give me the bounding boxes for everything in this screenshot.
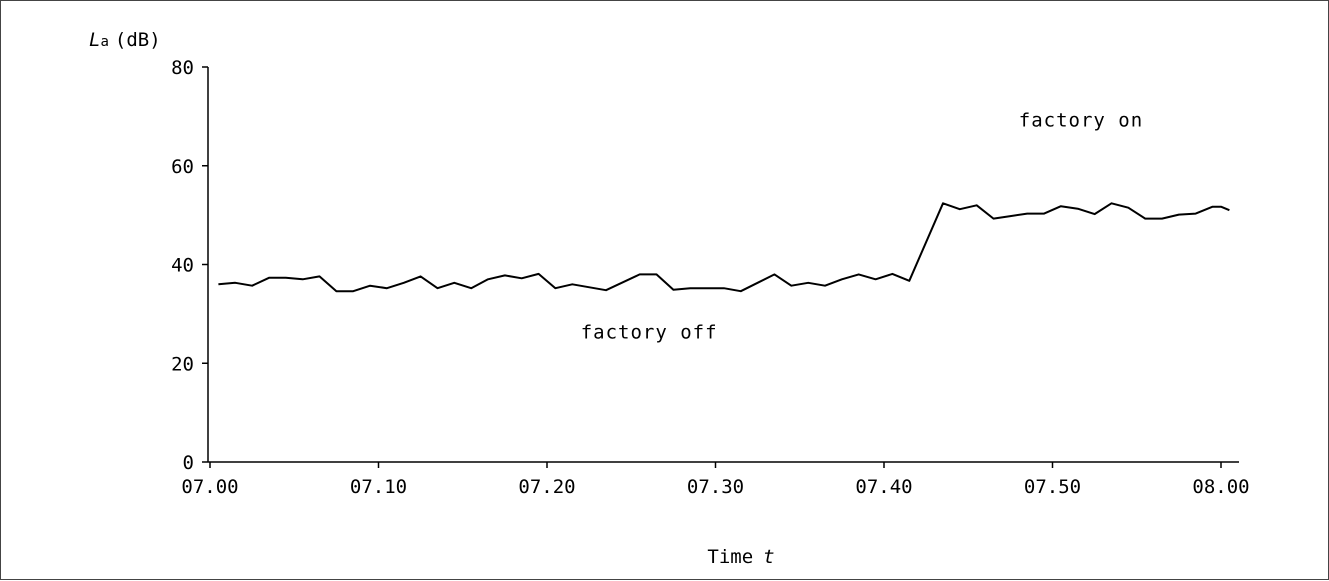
x-tick-label: 07.50	[1024, 476, 1081, 498]
x-tick-label: 07.10	[350, 476, 407, 498]
y-ticks: 0 20 40 60 80	[171, 57, 208, 474]
x-tick-label: 08.00	[1192, 476, 1249, 498]
y-axis-subscript: a	[100, 34, 108, 50]
y-tick-label: 60	[171, 156, 194, 178]
y-tick-label: 0	[183, 452, 194, 474]
x-axis-variable: t	[763, 546, 774, 568]
y-tick-label: 20	[171, 353, 194, 375]
series-line-1	[218, 202, 1230, 293]
x-tick-label: 07.20	[518, 476, 575, 498]
annotation-1: factory off	[581, 322, 718, 344]
svg-text:La(dB): La (dB)	[89, 29, 161, 51]
y-axis-symbol: L	[89, 29, 100, 51]
x-axis-label: Time	[707, 546, 753, 568]
x-tick-label: 07.30	[687, 476, 744, 498]
x-ticks: 07.00 07.10 07.20 07.30 07.40 07.50 08.00	[181, 462, 1250, 498]
x-tick-label: 07.00	[181, 476, 238, 498]
y-tick-label: 80	[171, 57, 194, 79]
x-axis-title: Time t	[707, 546, 774, 568]
series-group	[218, 202, 1230, 293]
annotation-2: factory on	[1019, 109, 1143, 131]
annotations: factory off factory on	[581, 109, 1143, 344]
y-axis-title: La (dB)	[89, 29, 161, 51]
x-tick-label: 07.40	[855, 476, 912, 498]
y-tick-label: 40	[171, 255, 194, 277]
y-axis-unit: (dB)	[115, 29, 161, 51]
